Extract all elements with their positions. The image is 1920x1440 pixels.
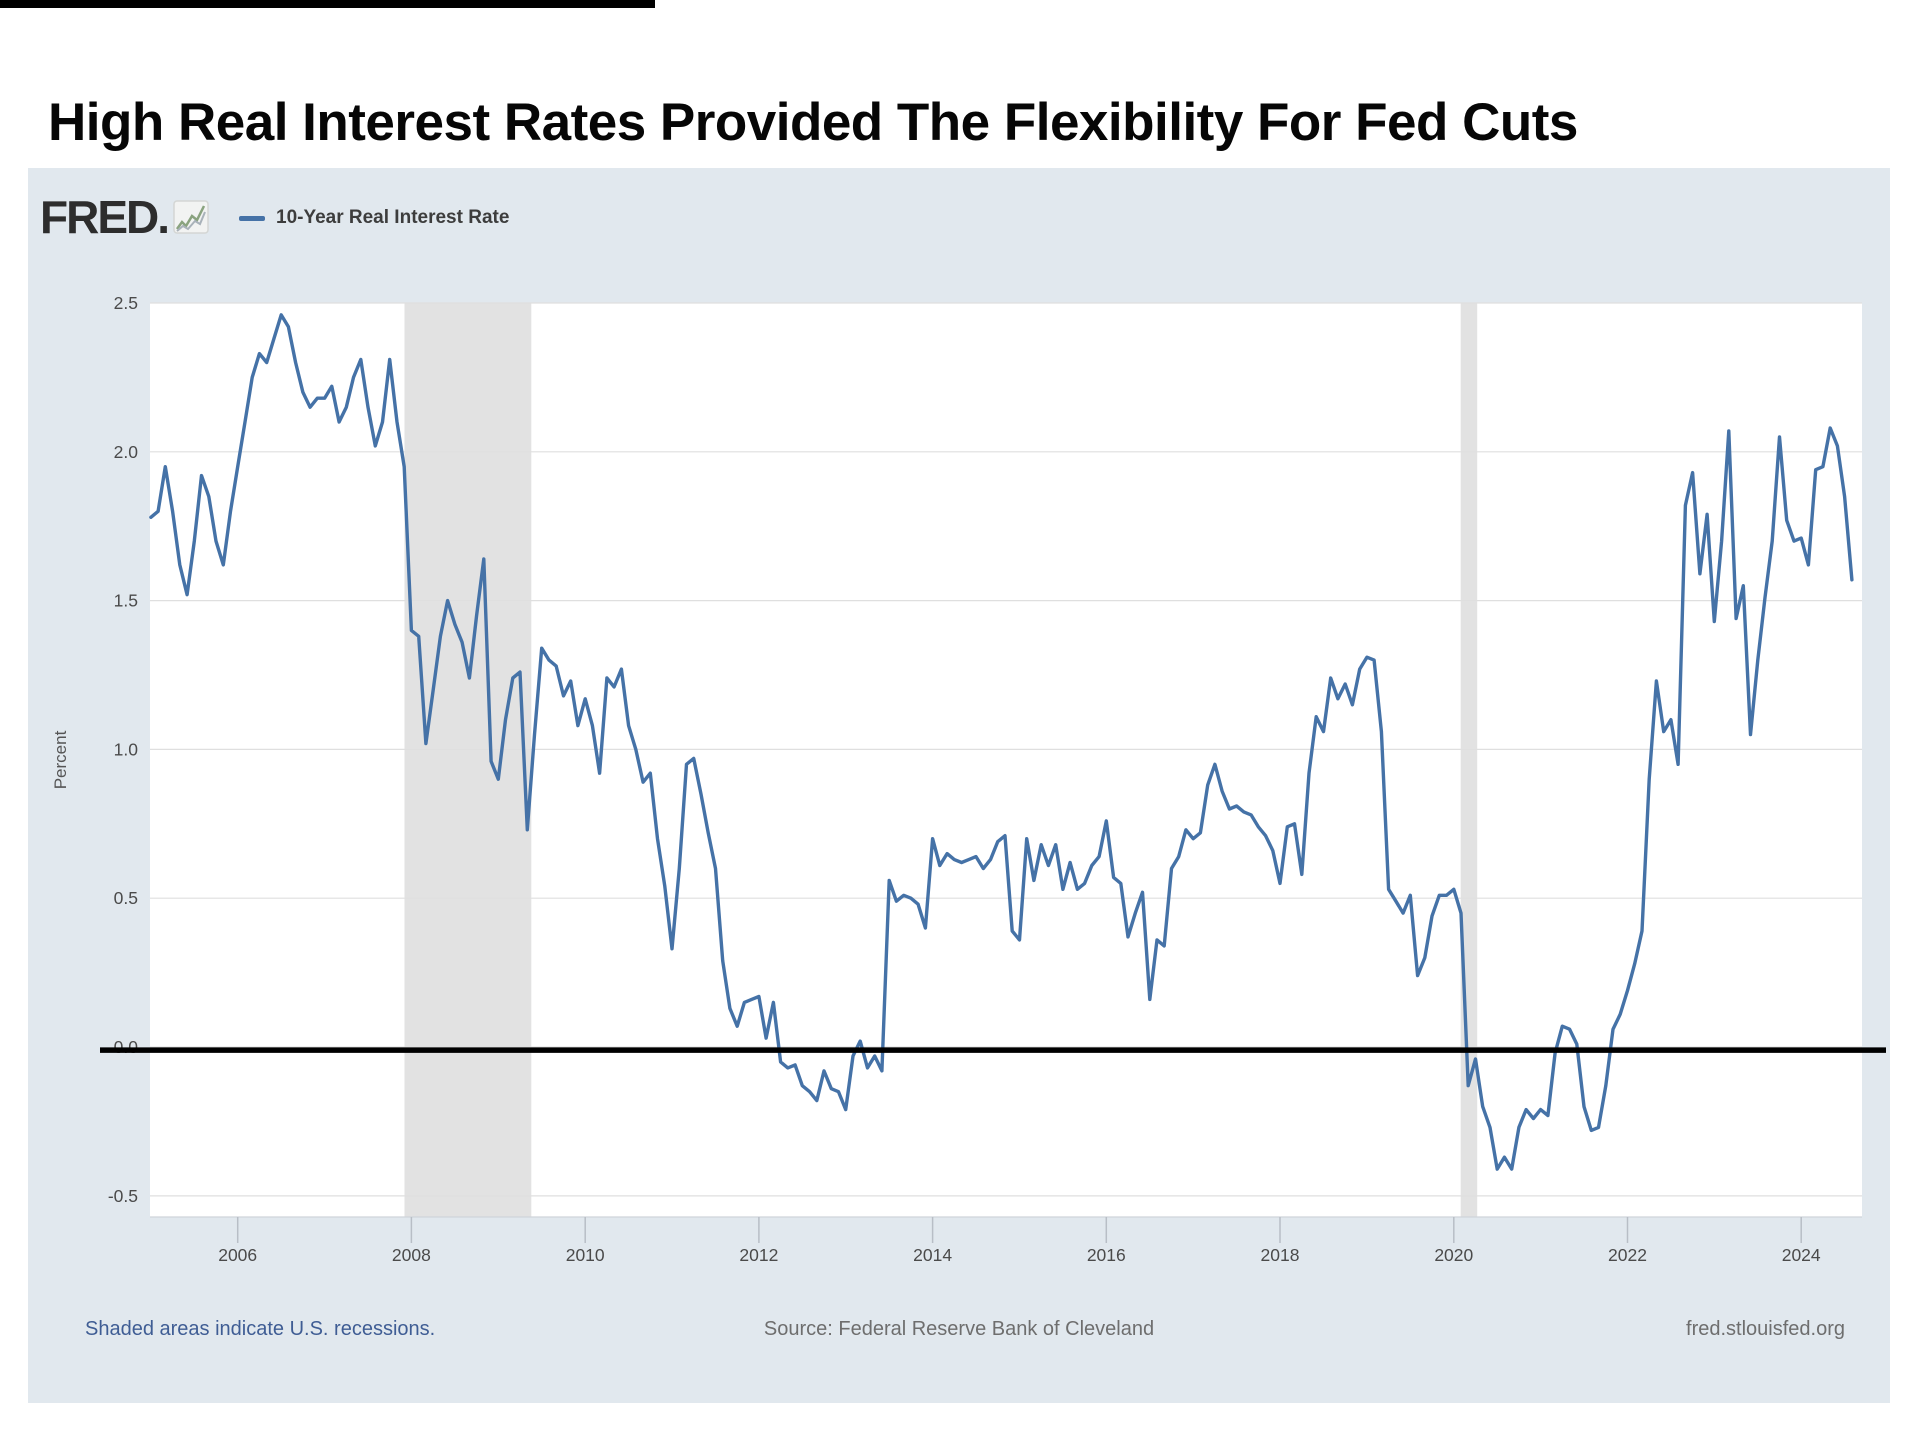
x-axis-tick-label: 2014 <box>913 1245 952 1265</box>
y-axis-tick-label: 2.0 <box>114 442 139 462</box>
fred-chart-panel: -0.5 0.0 0.5 1.0 1.5 2.0 2.5 2006 2008 2010 2012 20… <box>28 168 1890 1403</box>
fred-logo: FRED. <box>40 191 170 243</box>
legend-series-label: 10-Year Real Interest Rate <box>276 207 510 228</box>
x-axis-tick-label: 2018 <box>1261 1245 1300 1265</box>
y-axis-tick-label: 0.0 <box>114 1037 139 1057</box>
x-axis-tick-label: 2016 <box>1087 1245 1126 1265</box>
y-axis-tick-label: 0.5 <box>114 888 138 908</box>
page-title: High Real Interest Rates Provided The Fl… <box>48 92 1578 152</box>
chart-footer: Shaded areas indicate U.S. recessions. S… <box>28 1318 1890 1358</box>
x-axis-tick-label: 2012 <box>739 1245 778 1265</box>
x-axis-tick-label: 2008 <box>392 1245 431 1265</box>
y-axis-tick-label: 2.5 <box>114 293 138 313</box>
recession-note-link[interactable]: Shaded areas indicate U.S. recessions. <box>85 1318 436 1340</box>
recession-band <box>404 303 532 1217</box>
fred-url-link[interactable]: fred.stlouisfed.org <box>1686 1318 1845 1340</box>
y-axis-title: Percent <box>51 730 70 789</box>
y-axis-tick-label: 1.0 <box>114 739 139 759</box>
legend-line-swatch <box>239 215 265 221</box>
chart-header: FRED. 10-Year Real Interest Rate <box>40 192 509 242</box>
line-chart: -0.5 0.0 0.5 1.0 1.5 2.0 2.5 2006 2008 2010 2012 20… <box>51 293 1886 1265</box>
x-axis-tick-label: 2006 <box>218 1245 257 1265</box>
slide-top-border <box>0 0 655 8</box>
x-axis-tick-label: 2024 <box>1782 1245 1821 1265</box>
x-axis-tick-label: 2022 <box>1608 1245 1647 1265</box>
x-axis-tick-label: 2020 <box>1434 1245 1473 1265</box>
x-axis-tick-label: 2010 <box>566 1245 605 1265</box>
y-axis-tick-label: -0.5 <box>108 1186 138 1206</box>
series-line-10-year-real-interest-rate <box>149 313 1854 1171</box>
y-axis-tick-label: 1.5 <box>114 591 138 611</box>
source-note: Source: Federal Reserve Bank of Clevelan… <box>763 1318 1155 1340</box>
fred-logo-graph-icon <box>173 199 209 239</box>
